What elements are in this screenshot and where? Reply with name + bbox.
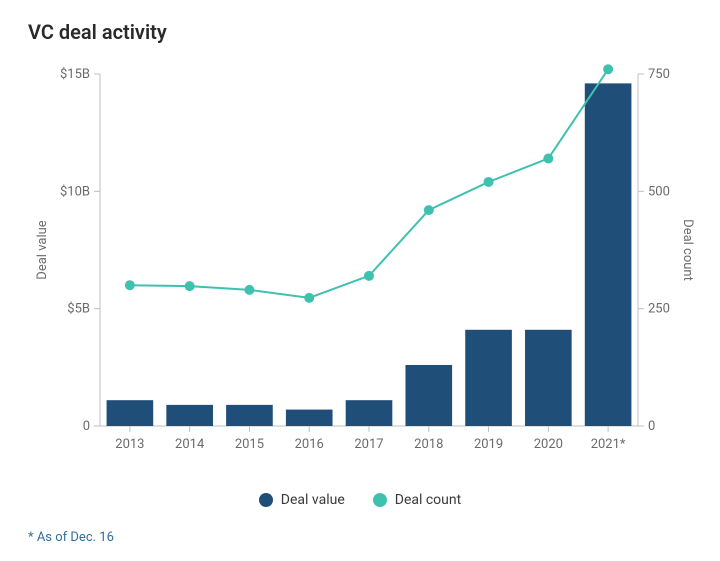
svg-text:2013: 2013 — [115, 437, 144, 452]
svg-text:2019: 2019 — [474, 437, 503, 452]
chart-plot-area: 0 $5B $10B $15B 0 250 500 750 Deal value Deal cou… — [24, 64, 696, 484]
chart-container: VC deal activity 0 $5B $10B $15B 0 250 500 750 D… — [0, 0, 720, 561]
legend-swatch-deal-count — [373, 493, 387, 507]
svg-text:$5B: $5B — [67, 302, 90, 317]
svg-text:2020: 2020 — [534, 437, 563, 452]
svg-text:2014: 2014 — [175, 437, 205, 452]
chart-legend: Deal value Deal count — [24, 492, 696, 508]
svg-text:0: 0 — [83, 419, 90, 434]
chart-title: VC deal activity — [28, 20, 696, 44]
svg-text:0: 0 — [648, 419, 655, 434]
svg-text:Deal value: Deal value — [35, 220, 50, 279]
svg-text:2021*: 2021* — [591, 437, 626, 452]
legend-item-deal-value: Deal value — [259, 492, 345, 508]
svg-text:2016: 2016 — [295, 437, 324, 452]
legend-swatch-deal-value — [259, 493, 273, 507]
chart-footnote: * As of Dec. 16 — [28, 530, 696, 545]
chart-svg: 0 $5B $10B $15B 0 250 500 750 Deal value Deal cou… — [24, 64, 696, 484]
svg-text:$10B: $10B — [60, 184, 90, 199]
legend-label-deal-count: Deal count — [395, 492, 461, 508]
svg-text:$15B: $15B — [60, 67, 90, 82]
svg-text:2018: 2018 — [414, 437, 443, 452]
svg-text:250: 250 — [648, 302, 670, 317]
svg-text:2015: 2015 — [235, 437, 264, 452]
svg-text:2017: 2017 — [354, 437, 383, 452]
svg-text:500: 500 — [648, 184, 670, 199]
legend-label-deal-value: Deal value — [281, 492, 345, 508]
legend-item-deal-count: Deal count — [373, 492, 461, 508]
svg-text:750: 750 — [648, 67, 670, 82]
svg-text:Deal count: Deal count — [680, 219, 695, 281]
